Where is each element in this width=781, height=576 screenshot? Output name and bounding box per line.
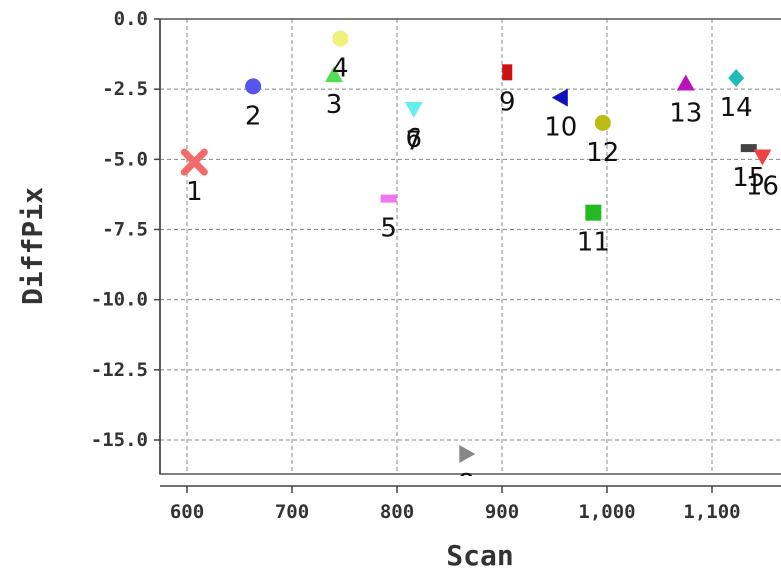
- point-label: 6: [406, 124, 423, 154]
- point-label: 15: [732, 163, 765, 193]
- y-tick-label: -10.0: [91, 289, 148, 311]
- data-point: [459, 445, 476, 464]
- y-tick-label: -7.5: [102, 219, 148, 241]
- point-label: 9: [499, 87, 516, 117]
- x-tick-label: 600: [170, 501, 204, 523]
- point-label: 12: [586, 138, 619, 168]
- diamond-marker: [728, 68, 745, 87]
- data-point: [502, 64, 513, 81]
- circle-marker: [332, 30, 349, 47]
- data-point: [380, 194, 397, 203]
- triangle-left-marker: [551, 88, 568, 107]
- y-tick-label: -2.5: [102, 78, 148, 100]
- rect-marker: [380, 194, 397, 203]
- x-tick-label: 900: [485, 501, 519, 523]
- point-label: 2: [245, 101, 262, 131]
- circle-marker: [594, 114, 611, 131]
- data-point: [404, 101, 423, 118]
- data-point: [676, 74, 695, 91]
- triangle-down-marker: [753, 149, 772, 166]
- y-tick-label: -12.5: [91, 359, 148, 381]
- x-tick-label: 700: [275, 501, 309, 523]
- point-label: 8: [458, 469, 475, 499]
- x-marker: [180, 148, 208, 176]
- point-label: 1: [186, 177, 203, 207]
- point-label: 10: [544, 113, 577, 143]
- y-tick-label: 0.0: [114, 8, 148, 30]
- x-tick-label: 1,000: [578, 501, 635, 523]
- circle-marker: [245, 78, 262, 95]
- data-point: [740, 144, 757, 153]
- data-point: [728, 68, 745, 87]
- triangle-down-marker: [404, 101, 423, 118]
- rect-marker: [502, 64, 513, 81]
- point-label: 16: [746, 172, 779, 202]
- data-point: [245, 78, 262, 95]
- point-label: 7: [406, 127, 423, 157]
- data-point: [753, 149, 772, 166]
- data-point: [180, 148, 208, 176]
- y-axis: 0.0 -2.5 -5.0 -7.5 -10.0 -12.5 -15.0: [91, 8, 161, 474]
- point-label: 4: [332, 54, 349, 84]
- point-label: 13: [669, 99, 702, 129]
- data-points: [180, 30, 772, 464]
- point-label: 11: [577, 228, 610, 258]
- y-tick-label: -5.0: [102, 148, 148, 170]
- triangle-up-marker: [325, 66, 343, 83]
- square-marker: [585, 204, 602, 221]
- data-point: [585, 204, 602, 221]
- y-tick-label: -15.0: [91, 429, 148, 451]
- data-point: [594, 114, 611, 131]
- x-tick-label: 800: [380, 501, 414, 523]
- triangle-up-marker: [676, 74, 695, 91]
- x-axis-title: Scan: [446, 539, 513, 572]
- data-point: [551, 88, 568, 107]
- data-point: [325, 66, 343, 83]
- point-label: 14: [720, 93, 753, 123]
- data-point: [332, 30, 349, 47]
- point-label: 5: [380, 214, 397, 244]
- x-tick-label: 1,100: [683, 501, 740, 523]
- x-axis: 600 700 800 900 1,000 1,100: [160, 485, 781, 523]
- triangle-right-marker: [459, 445, 476, 464]
- y-axis-title: DiffPix: [16, 187, 49, 305]
- rect-marker: [740, 144, 757, 153]
- point-label: 3: [326, 90, 343, 120]
